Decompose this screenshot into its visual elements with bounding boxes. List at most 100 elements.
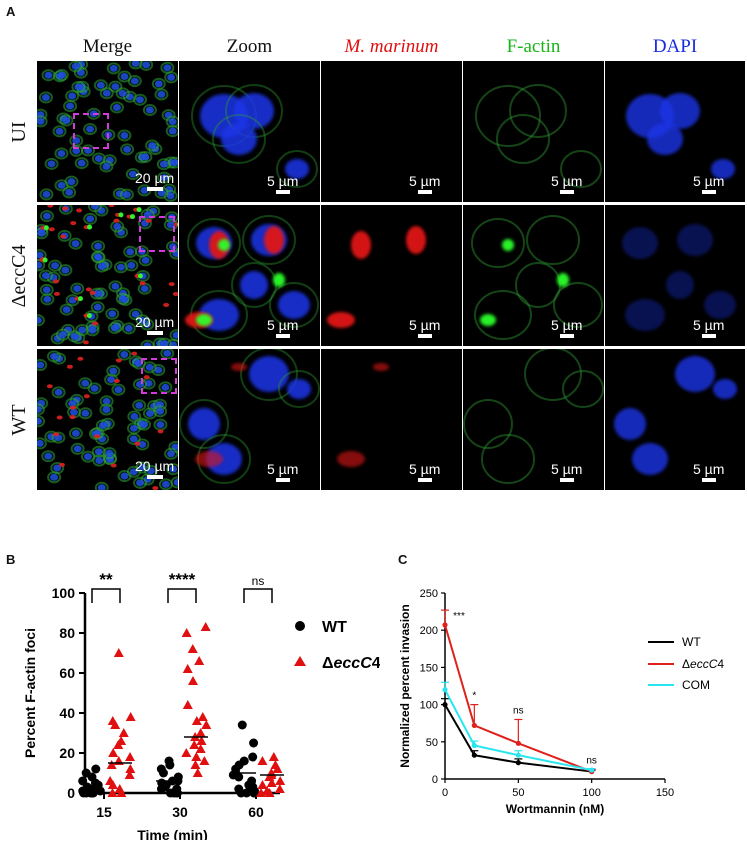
micrograph-r0-c2: 5 µm [321, 61, 462, 202]
x-axis-label: Time (min) [137, 827, 208, 840]
eccc4-point [113, 648, 124, 657]
y-tick-label: 40 [59, 705, 75, 721]
y-tick-label: 20 [59, 745, 75, 761]
significance-bracket [243, 588, 273, 603]
scale-bar-line [417, 334, 432, 338]
eccc4-point [192, 768, 203, 777]
significance-label: *** [453, 611, 465, 622]
scale-bar: 5 µm [551, 462, 582, 482]
scale-bar: 5 µm [409, 462, 440, 482]
data-point [471, 722, 477, 729]
eccc4-point [106, 760, 117, 769]
wt-point [242, 788, 252, 798]
data-point [442, 687, 448, 693]
scale-bar: 5 µm [693, 174, 724, 194]
eccc4-point [189, 740, 200, 749]
micrograph-r0-c0: 20 µm [37, 61, 178, 202]
legend-label-1: ΔeccC4 [682, 657, 724, 671]
eccc4-point [257, 756, 268, 765]
scale-bar-line [146, 475, 163, 479]
scale-bar-line [417, 190, 432, 194]
significance-label: ns [586, 755, 597, 766]
y-tick-label: 60 [59, 665, 75, 681]
scale-bar-label: 20 µm [135, 458, 175, 474]
micrograph-r1-c2: 5 µm [321, 205, 462, 346]
series-line-1 [444, 624, 593, 773]
scale-bar: 20 µm [135, 459, 174, 479]
micrograph-r2-c3: 5 µm [463, 349, 604, 490]
scale-bar: 20 µm [135, 171, 174, 191]
eccc4-point [199, 756, 210, 765]
scale-bar-label: 5 µm [409, 173, 441, 189]
significance-label: ns [252, 574, 265, 588]
x-tick-label: 60 [248, 804, 264, 820]
zoom-region-box [73, 113, 109, 149]
y-tick-label: 100 [52, 585, 76, 601]
micrograph-image [191, 84, 318, 188]
wt-point [173, 772, 183, 782]
significance-label: **** [169, 570, 196, 589]
eccc4-point [125, 752, 136, 761]
scale-bar-label: 5 µm [267, 173, 299, 189]
eccc4-point [197, 712, 208, 721]
scale-bar: 5 µm [551, 174, 582, 194]
eccc4-point [124, 770, 135, 779]
scale-bar-line [559, 190, 574, 194]
micrograph-image [337, 363, 389, 467]
y-axis-label: Normalized percent invasion [398, 604, 412, 767]
eccc4-point [187, 676, 198, 685]
scale-bar-line [146, 187, 163, 191]
series-line-2 [444, 689, 592, 772]
scale-bar-line [275, 478, 290, 482]
wt-point [249, 738, 259, 748]
micrograph-image [614, 356, 737, 475]
y-tick-label: 100 [420, 700, 438, 712]
y-tick-label: 150 [420, 662, 438, 674]
wt-point [164, 756, 174, 766]
micrograph-r0-c3: 5 µm [463, 61, 604, 202]
micrograph-r2-c1: 5 µm [179, 349, 320, 490]
zoom-region-box [139, 216, 175, 252]
scale-bar-label: 5 µm [693, 173, 725, 189]
x-tick-label: 30 [172, 804, 188, 820]
data-point [515, 740, 521, 746]
legend-label-0: WT [682, 635, 701, 649]
eccc4-point [116, 736, 127, 745]
column-header-0: Merge [82, 36, 133, 57]
column-header-1: Zoom [226, 36, 273, 57]
scale-bar-line [701, 190, 716, 194]
scale-bar-label: 5 µm [409, 317, 441, 333]
eccc4-point [181, 628, 192, 637]
scale-bar-label: 5 µm [551, 317, 583, 333]
micrograph-r2-c2: 5 µm [321, 349, 462, 490]
data-point [442, 702, 448, 708]
eccc4-point [275, 776, 286, 785]
scale-bar-line [559, 334, 574, 338]
eccc4-point [107, 788, 118, 797]
wt-point [81, 768, 91, 778]
micrograph-image [179, 349, 320, 484]
scale-bar: 20 µm [135, 315, 174, 335]
micrograph-image [463, 349, 604, 484]
significance-label: ns [513, 705, 524, 716]
panel-c-letter: C [398, 552, 408, 567]
column-header-2: M. marinum [344, 36, 439, 57]
wt-point [78, 776, 88, 786]
scale-bar-label: 5 µm [267, 317, 299, 333]
row-header-0: UI [8, 120, 30, 143]
scale-bar: 5 µm [409, 174, 440, 194]
wt-point [234, 784, 244, 794]
scale-bar: 5 µm [551, 318, 582, 338]
eccc4-point [182, 700, 193, 709]
scale-bar: 5 µm [267, 318, 298, 338]
wt-point [248, 752, 258, 762]
eccc4-point [196, 736, 207, 745]
scale-bar-label: 20 µm [135, 314, 175, 330]
micrograph-r1-c4: 5 µm [605, 205, 745, 346]
scale-bar: 5 µm [267, 462, 298, 482]
zoom-region-box [141, 358, 177, 394]
scale-bar-line [417, 478, 432, 482]
eccc4-point [195, 728, 206, 737]
panel-b-letter: B [6, 552, 16, 567]
wt-point [172, 784, 182, 794]
